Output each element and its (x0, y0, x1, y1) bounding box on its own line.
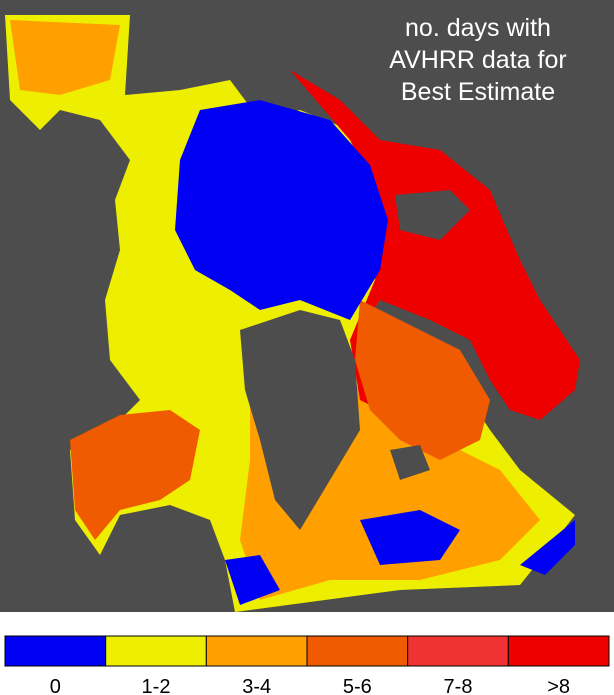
title-line: Best Estimate (401, 78, 555, 106)
title-line: no. days with (405, 14, 551, 42)
legend-swatch (507, 635, 610, 667)
legend: 0 1-2 3-4 5-6 7-8 >8 (4, 635, 610, 695)
legend-swatch (306, 635, 409, 667)
legend-label: 5-6 (343, 676, 372, 695)
legend-swatch (205, 635, 308, 667)
land (240, 310, 360, 530)
title-line: AVHRR data for (389, 46, 566, 74)
legend-label: 7-8 (444, 676, 473, 695)
legend-label: 1-2 (142, 676, 171, 695)
coverage-blue (360, 510, 460, 565)
coverage-blue (175, 100, 388, 320)
legend-label: >8 (547, 676, 570, 695)
coverage-blue (520, 520, 575, 575)
map (5, 15, 580, 612)
legend-swatch (105, 635, 207, 667)
legend-label: 3-4 (242, 676, 271, 695)
legend-label: 0 (50, 676, 61, 695)
coverage-dark-orange (355, 300, 490, 460)
coverage-blue (225, 555, 280, 605)
legend-swatch (4, 635, 107, 667)
coverage-dark-orange (70, 410, 200, 540)
legend-swatch (407, 635, 509, 667)
land (390, 445, 430, 480)
coverage-orange (10, 20, 120, 95)
land (395, 190, 470, 240)
